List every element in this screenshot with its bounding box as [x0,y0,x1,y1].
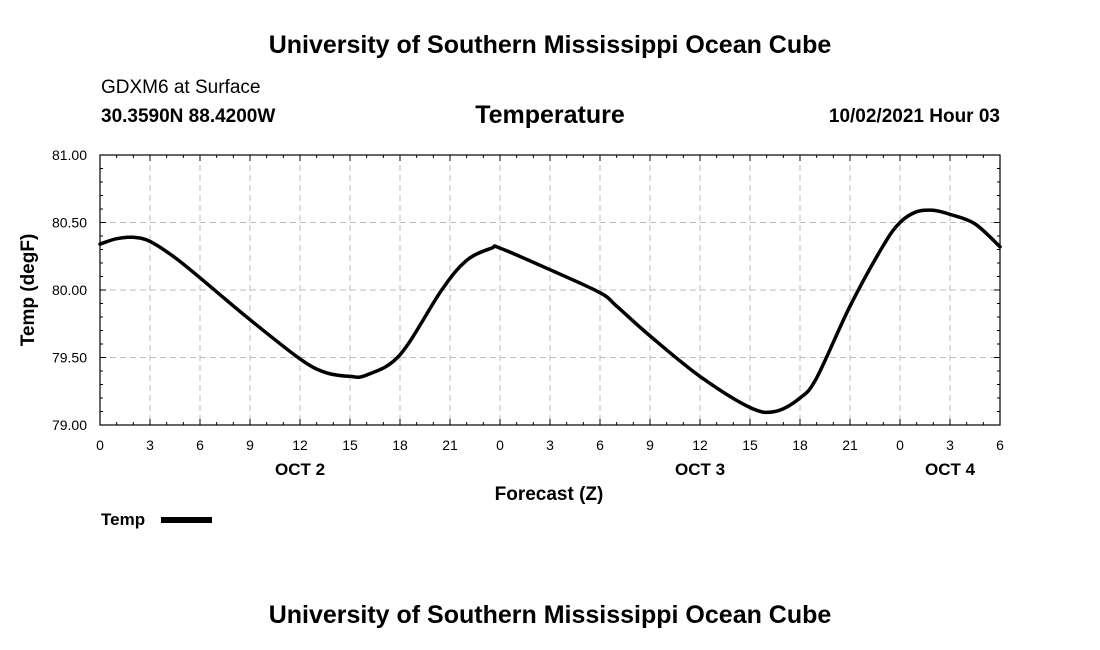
y-tick-label: 80.00 [52,282,87,298]
coordinates-label: 30.3590N 88.4200W [101,106,276,127]
x-tick-label: 18 [392,437,408,453]
x-tick-label: 15 [342,437,358,453]
series-line-temp [98,208,1002,415]
grid-lines [100,155,1000,425]
x-tick-label: 6 [196,437,204,453]
x-tick-label: 0 [496,437,504,453]
x-tick-label: 0 [896,437,904,453]
x-tick-label: 21 [842,437,858,453]
x-tick-label: 15 [742,437,758,453]
legend-label: Temp [101,510,146,529]
day-label: OCT 3 [675,460,725,479]
day-label: OCT 4 [925,460,976,479]
x-tick-label: 3 [146,437,154,453]
y-tick-labels: 79.00 79.50 80.00 80.50 81.00 [52,147,87,433]
station-label: GDXM6 at Surface [101,77,261,98]
x-tick-label: 21 [442,437,458,453]
x-tick-label: 12 [692,437,708,453]
x-tick-label: 12 [292,437,308,453]
y-tick-label: 80.50 [52,215,87,231]
x-tick-label: 9 [646,437,654,453]
plot-frame [99,154,1001,426]
x-tick-label: 0 [96,437,104,453]
y-tick-label: 81.00 [52,147,87,163]
x-tick-label: 18 [792,437,808,453]
x-tick-label: 6 [996,437,1004,453]
datetime-label: 10/02/2021 Hour 03 [828,106,1000,127]
x-tick-label: 6 [596,437,604,453]
day-label: OCT 2 [275,460,325,479]
x-tick-label: 3 [946,437,954,453]
x-axis-label: Forecast (Z) [495,484,604,505]
y-tick-label: 79.50 [52,350,87,366]
chart-bottom-title: University of Southern Mississippi Ocean… [268,601,832,629]
x-tick-label: 3 [546,437,554,453]
y-tick-label: 79.00 [52,417,87,433]
chart-title: Temperature [475,101,625,129]
day-labels: OCT 2 OCT 3 OCT 4 [275,460,976,479]
legend-swatch [161,517,212,523]
x-tick-labels: 0 3 6 9 12 15 18 21 0 3 6 9 12 15 18 21 0 3 6 [96,437,1004,453]
x-tick-label: 9 [246,437,254,453]
chart-top-title: University of Southern Mississippi Ocean… [268,31,832,59]
y-axis-label: Temp (degF) [18,234,39,347]
